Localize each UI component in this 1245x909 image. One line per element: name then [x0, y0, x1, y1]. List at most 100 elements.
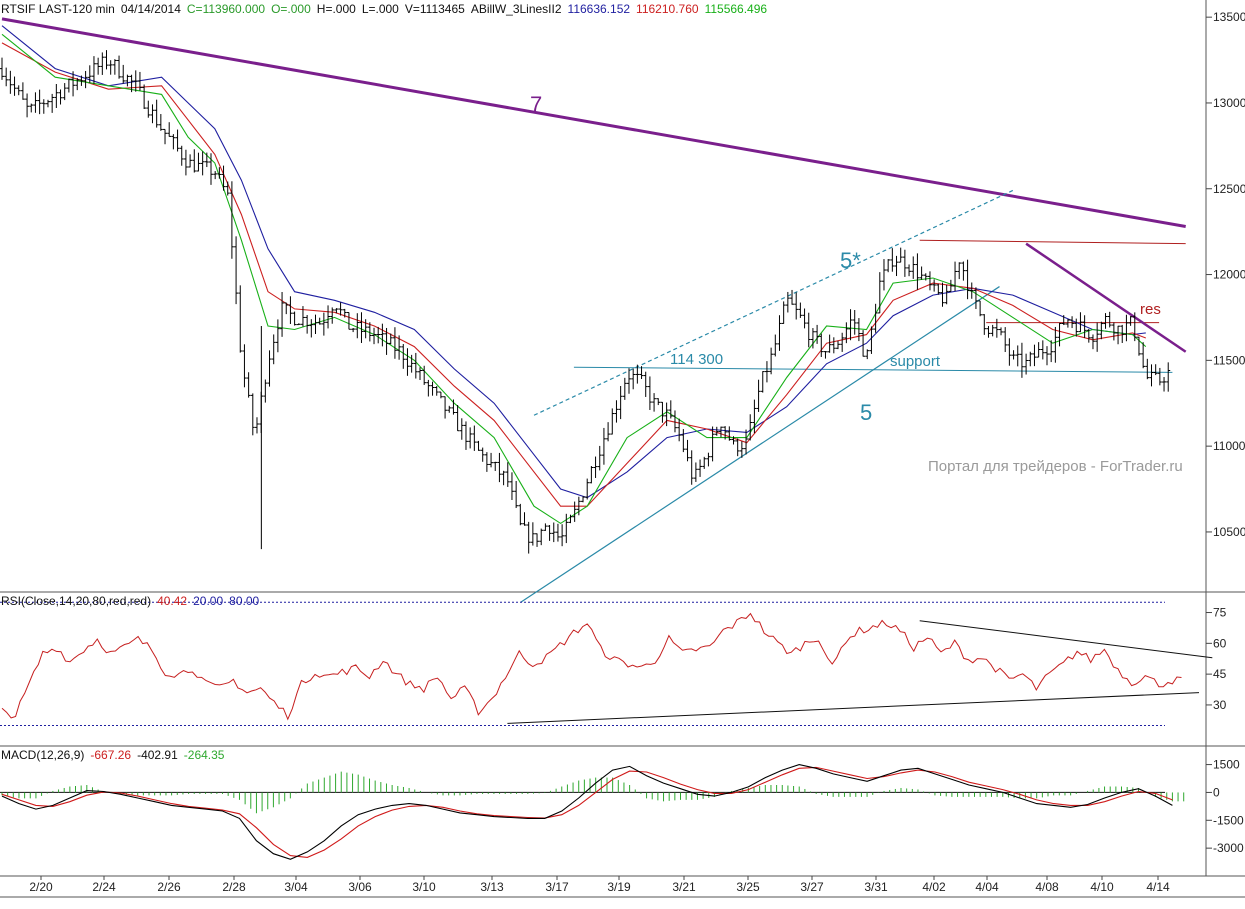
- price-bar: [593, 456, 598, 478]
- date-label: 3/21: [672, 880, 696, 894]
- price-bar: [806, 312, 811, 348]
- price-bar: [957, 262, 962, 280]
- price-bar: [463, 421, 468, 450]
- price-bar: [614, 400, 619, 423]
- price-bar: [781, 301, 786, 324]
- low-label: L=.000: [362, 2, 399, 16]
- price-bar: [418, 367, 422, 381]
- price-tick-label: 13500: [1213, 10, 1245, 24]
- price-bar: [1166, 362, 1171, 392]
- price-bar: [647, 376, 652, 410]
- price-bar: [271, 334, 276, 365]
- price-bar: [1074, 318, 1079, 337]
- price-bar: [856, 318, 861, 342]
- price-header: RTSIF LAST-120 min 04/14/2014 C=113960.000…: [1, 2, 767, 16]
- price-bar: [83, 70, 88, 89]
- rsi-upper: 80.00: [229, 594, 259, 608]
- price-bar: [543, 523, 548, 531]
- price-bar: [0, 57, 4, 80]
- macd-tick-label: 0: [1213, 785, 1220, 799]
- indicator-name: ABillW_3LinesII2: [471, 2, 562, 16]
- price-bar: [898, 247, 903, 263]
- price-bar: [100, 52, 105, 75]
- price-tick-label: 11000: [1213, 439, 1245, 453]
- price-bar: [1024, 353, 1029, 375]
- price-bar: [108, 60, 113, 75]
- macd-name: MACD(12,26,9): [1, 748, 84, 762]
- price-bar: [627, 368, 631, 394]
- price-bar: [973, 287, 978, 310]
- date-label: 3/19: [607, 880, 631, 894]
- price-bar: [735, 438, 740, 457]
- price-bar: [1011, 350, 1016, 360]
- price-bar: [129, 74, 134, 93]
- price-bar: [1116, 325, 1121, 345]
- price-bar: [560, 524, 565, 547]
- price-bar: [823, 351, 828, 359]
- price-bar: [1124, 314, 1129, 342]
- date-label: 4/10: [1090, 880, 1114, 894]
- price-bar: [363, 319, 368, 339]
- price-bar: [911, 256, 916, 279]
- rsi-tick-label: 60: [1213, 636, 1227, 650]
- price-bar: [200, 151, 205, 176]
- date-label: 04/14/2014: [121, 2, 181, 16]
- price-bar: [802, 308, 807, 329]
- price-bar: [280, 292, 285, 337]
- price-bar: [401, 344, 406, 369]
- macd-panel: 1500 0 -1500 -3000: [0, 758, 1244, 860]
- date-label: 3/25: [736, 880, 760, 894]
- date-label: 3/10: [412, 880, 436, 894]
- price-bar: [175, 129, 180, 152]
- price-bar: [769, 347, 774, 375]
- price-bar: [45, 99, 50, 108]
- price-bar: [530, 522, 535, 546]
- price-bar: [551, 522, 556, 543]
- price-bar: [564, 513, 569, 544]
- price-bar: [96, 57, 101, 75]
- price-bar: [555, 523, 560, 542]
- price-bar: [790, 289, 795, 305]
- price-bar: [167, 122, 172, 137]
- price-bar: [489, 452, 494, 468]
- price-bar: [840, 332, 845, 352]
- price-bar: [1057, 322, 1062, 347]
- volume-label: V=1113465: [405, 2, 465, 16]
- price-bar: [919, 266, 924, 280]
- price-tick-label: 12500: [1213, 182, 1245, 196]
- price-bar: [631, 368, 636, 390]
- price-bar: [443, 396, 448, 419]
- price-bar: [656, 398, 661, 406]
- price-bar: [1082, 315, 1087, 338]
- price-bar: [585, 478, 590, 500]
- price-bar: [380, 323, 385, 347]
- price-bar: [923, 273, 928, 281]
- macd-value: -667.26: [90, 748, 131, 762]
- price-bar: [334, 308, 339, 314]
- macd-header: MACD(12,26,9) -667.26 -402.91 -264.35: [1, 748, 225, 762]
- price-bar: [413, 352, 418, 379]
- price-bar: [342, 308, 347, 318]
- price-bar: [514, 480, 519, 509]
- price-bar: [4, 67, 9, 87]
- date-label: 4/14: [1146, 880, 1170, 894]
- indicator-v3: 115566.496: [705, 2, 768, 16]
- price-bar: [434, 386, 439, 396]
- price-bar: [250, 393, 255, 436]
- price-bar: [351, 327, 356, 333]
- price-bars: [0, 50, 1171, 554]
- price-bar: [1145, 358, 1150, 380]
- price-bar: [932, 279, 937, 292]
- price-bar: [948, 279, 953, 292]
- price-bar: [785, 291, 790, 313]
- price-bar: [493, 461, 498, 471]
- price-bar: [1070, 316, 1075, 329]
- price-bar: [865, 349, 870, 360]
- price-bar: [982, 314, 987, 335]
- price-bar: [326, 305, 331, 329]
- price-bar: [589, 466, 594, 484]
- price-bar: [915, 253, 920, 290]
- price-bar: [777, 315, 782, 351]
- price-bar: [112, 59, 117, 75]
